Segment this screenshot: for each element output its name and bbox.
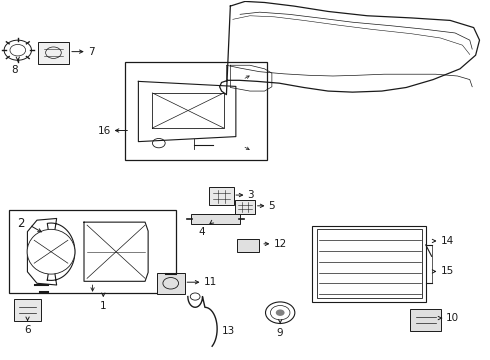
FancyBboxPatch shape [410,309,441,331]
Text: 5: 5 [269,201,275,211]
FancyBboxPatch shape [235,200,255,214]
FancyBboxPatch shape [38,41,69,64]
Text: 4: 4 [198,227,205,237]
Text: 14: 14 [441,236,454,246]
Text: 2: 2 [18,216,25,230]
Text: 15: 15 [441,266,454,276]
Bar [9,211,175,293]
Circle shape [276,310,285,316]
Text: 13: 13 [221,326,235,336]
Ellipse shape [27,229,75,274]
Text: 12: 12 [273,239,287,249]
FancyBboxPatch shape [14,299,41,321]
Text: 3: 3 [247,190,254,200]
FancyBboxPatch shape [209,187,234,205]
Bar [125,62,267,160]
Text: 10: 10 [446,313,460,323]
Bar [318,229,422,298]
Text: 1: 1 [100,301,107,311]
Text: 11: 11 [203,277,217,287]
FancyBboxPatch shape [157,273,185,294]
Text: 7: 7 [88,46,94,57]
Text: 9: 9 [277,328,284,338]
Bar [313,226,426,302]
Text: 6: 6 [24,325,31,335]
FancyBboxPatch shape [237,239,259,252]
FancyBboxPatch shape [191,215,240,225]
Text: 16: 16 [98,126,111,135]
Text: 8: 8 [11,65,18,75]
